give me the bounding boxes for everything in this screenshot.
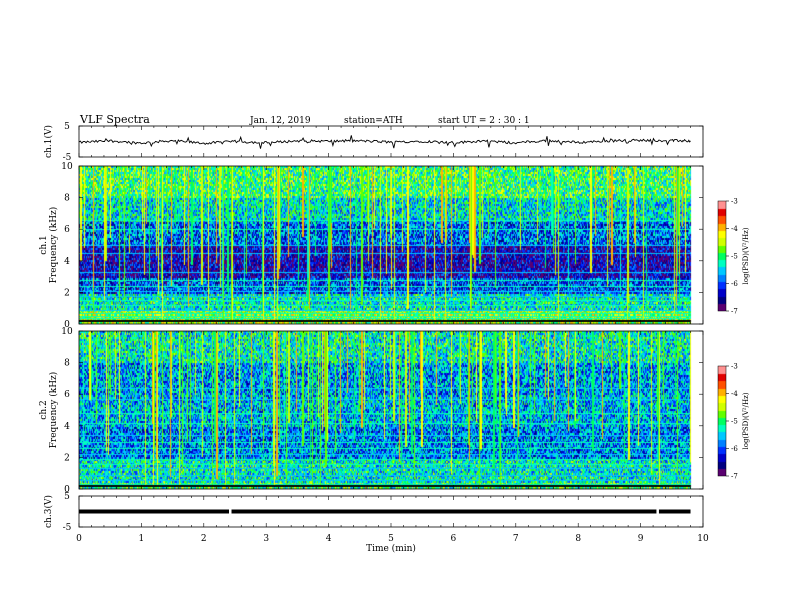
channel-label-ch1-spectrogram: ch.1 [39, 235, 49, 254]
y-tick-label-ch1-voltage: 5 [64, 122, 70, 132]
x-tick-label: 3 [263, 534, 269, 544]
colorbar-tick-label: -4 [731, 225, 738, 233]
colorbar-label: log(PSD)(V²/Hz) [742, 392, 750, 449]
y-tick-label-ch2-spectrogram: 10 [61, 327, 73, 337]
colorbar-tick-label: -6 [731, 280, 738, 288]
x-tick-label: 0 [76, 534, 82, 544]
frequency-axis-label-ch1-spectrogram: Frequency (kHz) [48, 207, 59, 284]
x-tick-label: 7 [513, 534, 519, 544]
y-tick-label-ch3-voltage: -5 [63, 523, 72, 533]
y-axis-label-ch1-voltage: ch.1(V) [43, 125, 54, 158]
start-time-label: start UT = 2 : 30 : 1 [438, 116, 530, 126]
colorbar-tick-label: -4 [731, 390, 738, 398]
ch1-trace-line [78, 135, 691, 149]
x-tick-label: 6 [451, 534, 457, 544]
colorbar-label: log(PSD)(V²/Hz) [742, 227, 750, 284]
y-tick-label-ch1-spectrogram: 4 [64, 257, 70, 267]
y-axis-label-ch3-voltage: ch.3(V) [43, 495, 54, 528]
date-label: Jan. 12, 2019 [250, 116, 311, 126]
ch1-colorbar-image [718, 201, 726, 311]
y-tick-label-ch1-voltage: -5 [63, 153, 72, 163]
y-tick-label-ch2-spectrogram: 8 [64, 359, 70, 369]
y-tick-label-ch1-spectrogram: 8 [64, 194, 70, 204]
ch2-spectrogram-image [79, 331, 693, 489]
colorbar-tick-label: -5 [731, 253, 738, 261]
panel-frame-2 [78, 165, 704, 325]
colorbar-tick-label: -7 [731, 308, 738, 316]
x-tick-label: 2 [201, 534, 207, 544]
x-tick-label: 5 [388, 534, 394, 544]
x-tick-label: 9 [638, 534, 644, 544]
ch2-colorbar-image [718, 366, 726, 476]
frequency-axis-label-ch2-spectrogram: Frequency (kHz) [48, 372, 59, 449]
y-tick-label-ch2-spectrogram: 6 [64, 390, 70, 400]
figure-title: VLF Spectra [80, 113, 150, 126]
x-axis-label: Time (min) [366, 543, 416, 554]
y-tick-label-ch2-spectrogram: 4 [64, 422, 70, 432]
x-tick-label: 1 [139, 534, 145, 544]
y-tick-label-ch1-spectrogram: 10 [61, 162, 73, 172]
colorbar-tick-label: -7 [731, 473, 738, 481]
y-tick-label-ch3-voltage: 5 [64, 492, 70, 502]
colorbar-tick-label: -5 [731, 418, 738, 426]
panel-frame-3 [78, 330, 704, 490]
x-tick-label: 10 [697, 534, 709, 544]
colorbar-tick-label: -3 [731, 363, 738, 371]
channel-label-ch2-spectrogram: ch.2 [39, 400, 49, 419]
y-tick-label-ch2-spectrogram: 2 [64, 453, 70, 463]
colorbar-tick-label: -3 [731, 198, 738, 206]
colorbar-frame [717, 200, 727, 312]
ch1-spectrogram-image [79, 166, 693, 324]
colorbar-tick-label: -6 [731, 445, 738, 453]
colorbar-frame [717, 365, 727, 477]
y-tick-label-ch1-spectrogram: 0 [64, 320, 70, 330]
y-tick-label-ch1-spectrogram: 2 [64, 288, 70, 298]
y-tick-label-ch2-spectrogram: 0 [64, 485, 70, 495]
x-tick-label: 8 [575, 534, 581, 544]
station-label: station=ATH [344, 116, 403, 126]
ch3-gap-mark [229, 508, 232, 515]
ch3-gap-mark [656, 508, 659, 515]
y-tick-label-ch1-spectrogram: 6 [64, 225, 70, 235]
x-tick-label: 4 [326, 534, 332, 544]
